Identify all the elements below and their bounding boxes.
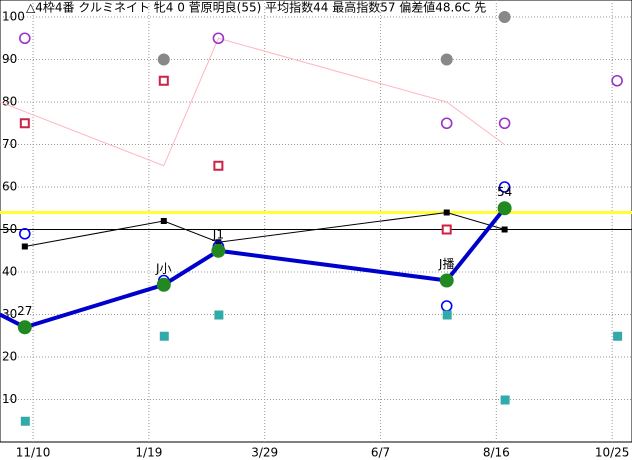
- y-tick-label: 20: [2, 350, 17, 364]
- point: [439, 273, 454, 288]
- point-label: J小: [155, 261, 172, 275]
- point: [212, 32, 225, 45]
- point: [19, 227, 31, 240]
- point: [442, 310, 452, 320]
- point: [21, 243, 28, 250]
- point: [440, 53, 453, 66]
- x-tick-label: 8/16: [483, 446, 510, 460]
- x-tick-label: 6/7: [371, 446, 390, 460]
- point: [498, 181, 511, 193]
- point: [498, 11, 511, 23]
- point: [160, 218, 167, 224]
- y-tick-label: 100: [2, 10, 25, 24]
- point: [498, 117, 511, 130]
- point: [501, 226, 508, 233]
- point: [19, 32, 31, 45]
- chart-title: △4枠4番 クルミネイト 牝4 0 菅原明良(55) 平均指数44 最高指数57…: [26, 0, 486, 15]
- point: [611, 74, 623, 87]
- point: [497, 201, 512, 216]
- point: [213, 160, 224, 171]
- point: [19, 118, 30, 129]
- point: [159, 331, 169, 341]
- point: [156, 277, 171, 292]
- point-label: J1: [212, 227, 224, 241]
- point-label: J播: [438, 257, 455, 271]
- y-tick-label: 70: [2, 137, 17, 151]
- point: [440, 117, 453, 130]
- point-label: 27: [17, 304, 32, 318]
- point: [211, 243, 226, 258]
- point: [158, 75, 169, 86]
- x-tick-label: 1/19: [135, 446, 162, 460]
- y-tick-label: 80: [2, 95, 17, 109]
- point: [214, 310, 224, 320]
- y-tick-label: 40: [2, 265, 17, 279]
- point: [500, 395, 510, 405]
- x-tick-label: 3/29: [251, 446, 278, 460]
- point: [17, 320, 32, 335]
- y-tick-label: 60: [2, 180, 17, 194]
- point-label: 54: [497, 185, 512, 199]
- plot-area: [0, 0, 632, 443]
- x-tick-label: 11/10: [16, 446, 51, 460]
- x-tick-label: 10/25: [595, 446, 630, 460]
- point: [443, 209, 450, 216]
- series-line: [0, 37, 505, 167]
- y-tick-label: 10: [2, 392, 17, 406]
- y-tick-label: 90: [2, 52, 17, 66]
- point: [20, 416, 30, 426]
- point: [157, 53, 170, 66]
- point: [613, 331, 623, 341]
- point: [441, 224, 452, 235]
